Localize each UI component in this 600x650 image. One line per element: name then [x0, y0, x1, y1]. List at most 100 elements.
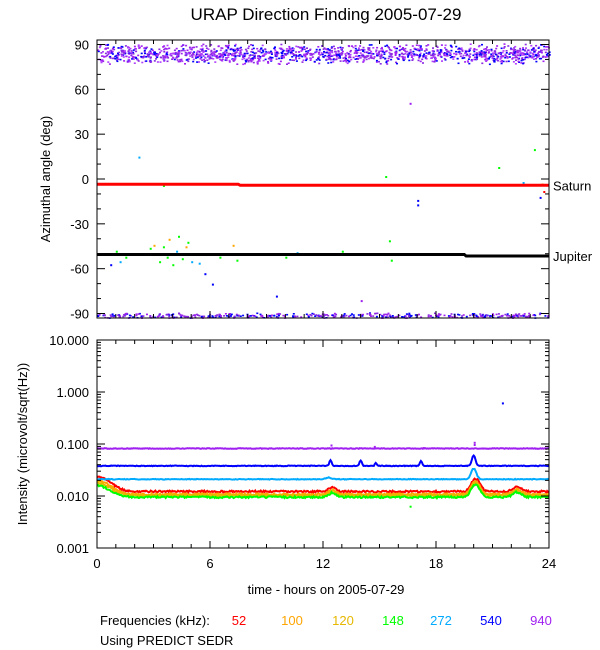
band-top-point [417, 59, 420, 62]
band-bottom-point [534, 314, 537, 317]
band-top-point [275, 54, 277, 57]
band-top-point [250, 60, 253, 62]
band-top-point [548, 51, 551, 53]
band-top-point [233, 49, 236, 52]
band-top-point [185, 44, 188, 47]
band-bottom-point [249, 315, 252, 317]
band-top-point [264, 48, 267, 51]
band-top-point [499, 60, 502, 63]
band-top-point [473, 48, 476, 50]
band-top-point [176, 53, 179, 56]
band-top-point [97, 49, 100, 51]
band-top-point [527, 49, 530, 52]
band-top-point [436, 50, 439, 52]
band-top-point [427, 44, 430, 46]
band-top-point [109, 55, 112, 58]
scatter-point [498, 167, 501, 169]
band-top-point [545, 54, 548, 56]
band-top-point [169, 54, 172, 56]
band-bottom-point [260, 315, 263, 317]
scatter-point [162, 246, 165, 249]
band-top-point [522, 62, 525, 65]
band-top-point [368, 44, 371, 46]
band-top-point [372, 53, 375, 55]
scatter-point [417, 204, 420, 207]
band-top-point [321, 45, 324, 47]
intensity-point [473, 441, 476, 444]
legend-148: 148 [382, 613, 404, 628]
intensity-xtick-label: 18 [429, 556, 443, 571]
band-top-point [521, 54, 524, 56]
band-bottom-point [292, 315, 294, 317]
band-top-point [513, 50, 516, 53]
band-top-point [295, 60, 298, 62]
band-top-point [389, 49, 392, 51]
band-bottom-point [352, 314, 355, 316]
band-top-point [270, 50, 272, 53]
band-top-point [493, 61, 496, 63]
band-top-point [166, 48, 169, 50]
band-top-point [329, 58, 332, 61]
band-top-point [258, 60, 261, 62]
band-top-point [518, 61, 521, 63]
band-top-point [416, 49, 419, 52]
band-top-point [332, 45, 335, 48]
band-top-point [321, 53, 324, 56]
band-top-point [444, 47, 446, 49]
band-top-point [157, 54, 159, 57]
band-top-point [99, 45, 102, 47]
band-bottom-point [175, 316, 178, 319]
band-top-point [281, 54, 284, 57]
band-top-point [418, 44, 421, 47]
band-top-point [263, 53, 266, 55]
band-top-point [210, 57, 213, 60]
band-top-point [370, 56, 372, 59]
band-bottom-point [489, 315, 492, 317]
band-top-point [104, 55, 107, 58]
band-bottom-point [457, 313, 459, 316]
band-top-point [521, 58, 523, 60]
band-top-point [514, 45, 517, 48]
band-top-point [192, 52, 195, 54]
band-top-point [274, 51, 277, 54]
band-top-point [311, 56, 314, 58]
band-top-point [380, 55, 383, 58]
band-bottom-point [111, 313, 114, 315]
intensity-ytick-label: 0.001 [56, 541, 89, 556]
band-top-point [421, 58, 424, 61]
band-top-point [532, 49, 535, 51]
band-top-point [484, 55, 487, 58]
band-top-point [434, 59, 437, 62]
intensity-xtick-label: 6 [206, 556, 213, 571]
band-top-point [192, 54, 195, 56]
band-bottom-point [229, 315, 232, 317]
band-top-point [419, 54, 422, 57]
band-top-point [355, 55, 358, 57]
band-top-point [231, 54, 233, 57]
band-top-point [495, 47, 498, 50]
band-top-point [543, 45, 546, 48]
scatter-point [181, 258, 184, 261]
band-top-point [512, 51, 515, 54]
band-top-point [390, 52, 393, 55]
band-top-point [415, 54, 418, 56]
band-top-point [169, 52, 172, 55]
band-top-point [464, 61, 467, 63]
band-top-point [254, 57, 257, 59]
azimuth-ylabel: Azimuthal angle (deg) [38, 116, 53, 242]
band-top-point [483, 55, 486, 58]
band-top-point [182, 48, 185, 50]
band-top-point [177, 60, 180, 63]
band-top-point [189, 55, 192, 57]
band-top-point [223, 50, 226, 53]
band-top-point [540, 49, 543, 52]
band-top-point [422, 62, 424, 64]
band-top-point [107, 53, 110, 56]
band-top-point [335, 55, 338, 58]
band-bottom-point [523, 313, 526, 315]
band-top-point [112, 48, 114, 50]
band-top-point [526, 51, 529, 53]
band-top-point [328, 56, 331, 58]
band-top-point [251, 44, 254, 47]
band-top-point [345, 57, 347, 60]
